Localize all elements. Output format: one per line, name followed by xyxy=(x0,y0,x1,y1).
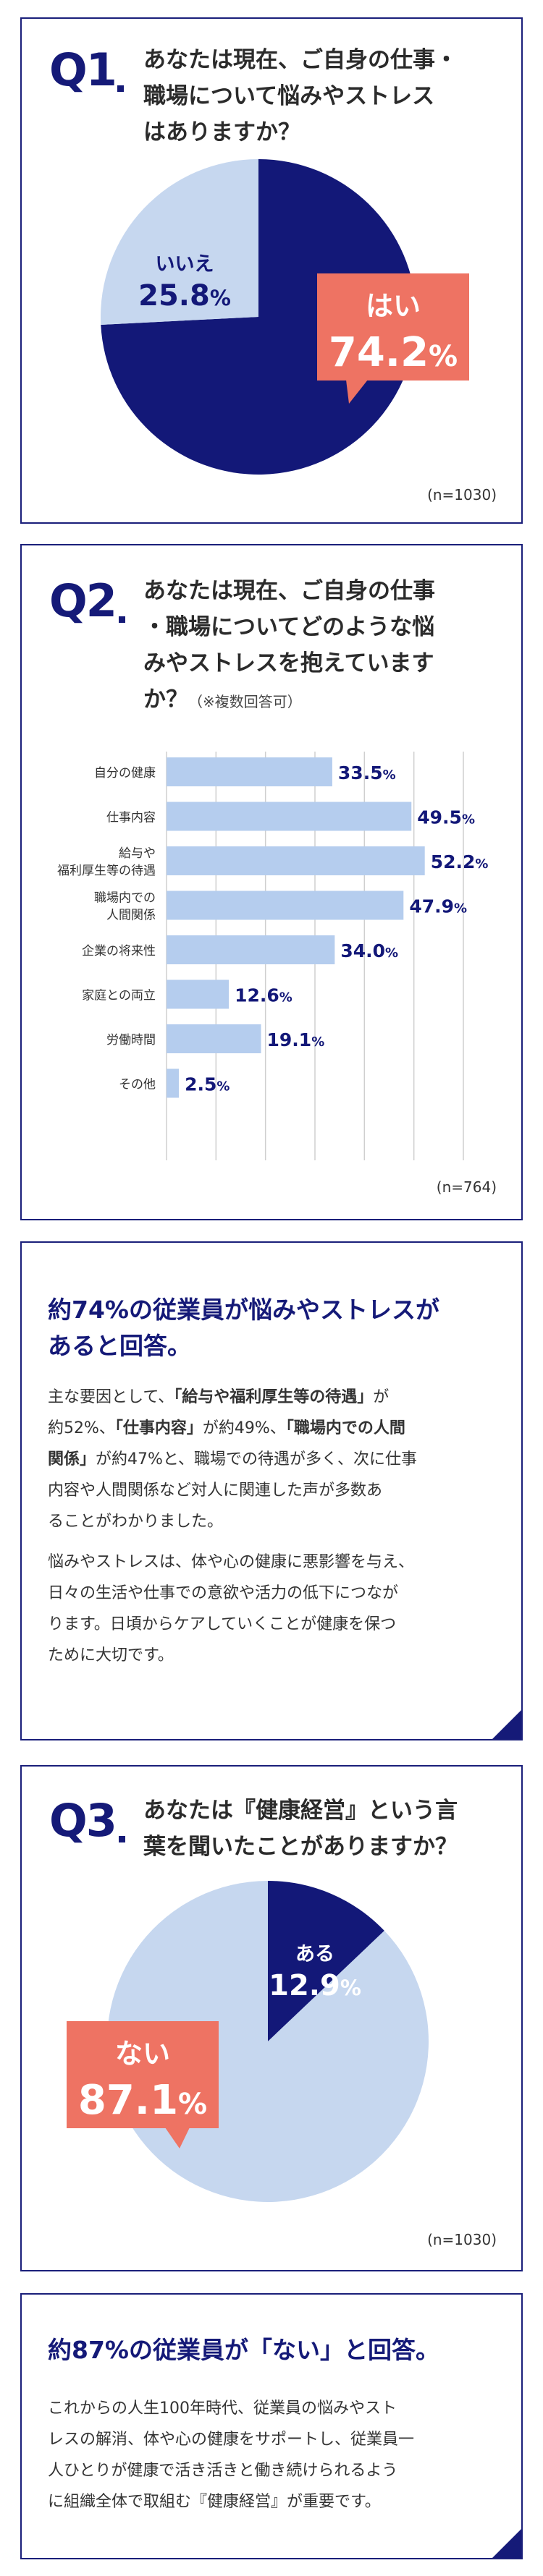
q2-bar-chart: 自分の健康 33.5% 仕事内容 49.5% 給与や福利厚生等の待遇 52.2% 職場内での… xyxy=(57,752,489,1160)
value-label: 34.0% xyxy=(340,940,398,961)
q2-note: （※複数回答可） xyxy=(188,693,302,710)
value-label: 33.5% xyxy=(338,762,396,783)
value-label: 2.5% xyxy=(185,1074,230,1095)
q1-number-dot xyxy=(117,85,124,92)
pie-value-0: 12.9% xyxy=(269,1969,361,2002)
pie-value-1: 87.1% xyxy=(78,2077,207,2124)
q2-sample-size: (n=764) xyxy=(436,1178,497,1196)
q1-sample-size: (n=1030) xyxy=(427,486,497,503)
pie-label-1: いいえ xyxy=(156,253,214,276)
q1-card: Q1 あなたは現在、ご自身の仕事・ 職場について悩みやストレス はありますか？ … xyxy=(20,17,523,524)
q3-question: あなたは『健康経営』という言 葉を聞いたことがありますか？ xyxy=(143,1798,458,1860)
q2-question-last: か？ xyxy=(143,686,188,713)
bar xyxy=(167,802,412,831)
summary1-card: 約74%の従業員が悩みやストレスが あると回答。 主な要因として、「給与や福利厚… xyxy=(20,1241,523,1740)
bar xyxy=(167,935,335,964)
pie-label-0: はい xyxy=(366,290,421,322)
summary2-card: 約87%の従業員が「ない」と回答。 これからの人生100年時代、従業員の悩みやス… xyxy=(20,2293,523,2559)
pie-value-0: 74.2% xyxy=(329,329,458,376)
category-label: 仕事内容 xyxy=(106,811,156,825)
summary1-paragraph-1: 主な要因として、「給与や福利厚生等の待遇」が 約52%、「仕事内容」が約49%、「… xyxy=(48,1388,418,1531)
value-label: 19.1% xyxy=(267,1029,325,1050)
q3-pie-chart: ある 12.9% ない 87.1% xyxy=(67,1881,429,2202)
category-label: 職場内での人間関係 xyxy=(94,891,156,923)
category-label: 企業の将来性 xyxy=(82,944,156,958)
q2-number-dot xyxy=(119,616,125,623)
q1-question: あなたは現在、ご自身の仕事・ 職場について悩みやストレス はありますか？ xyxy=(143,47,458,145)
bar xyxy=(167,979,230,1009)
summary1-paragraph-2: 悩みやストレスは、体や心の健康に悪影響を与え、 日々の生活や仕事での意欲や活力の… xyxy=(48,1553,415,1665)
category-label: 家庭との両立 xyxy=(82,989,156,1003)
callout-tail xyxy=(346,380,368,404)
category-label: 給与や福利厚生等の待遇 xyxy=(57,846,156,878)
category-label: 労働時間 xyxy=(106,1033,156,1047)
pie-label-1: ない xyxy=(115,2038,170,2070)
summary2-paragraph: これからの人生100年時代、従業員の悩みやスト レスの解消、体や心の健康をサポー… xyxy=(48,2399,415,2511)
pie-value-1: 25.8% xyxy=(138,279,231,313)
value-label: 47.9% xyxy=(409,896,467,917)
bar xyxy=(167,846,425,875)
q3-number-dot xyxy=(119,1836,125,1842)
q2-question: あなたは現在、ご自身の仕事 ・職場についてどのような悩 みやストレスを抱えていま… xyxy=(143,578,435,713)
callout-tail xyxy=(165,2127,190,2148)
pie-label-0: ある xyxy=(295,1943,334,1965)
q2-number: Q2 xyxy=(49,574,117,627)
pie-slice-1 xyxy=(101,159,258,325)
category-label: その他 xyxy=(119,1078,156,1092)
q1-pie-chart: いいえ 25.8% はい 74.2% xyxy=(101,159,469,475)
summary1-headline: 約74%の従業員が悩みやストレスが あると回答。 xyxy=(48,1296,439,1360)
value-label: 49.5% xyxy=(417,807,475,828)
q1-number: Q1 xyxy=(49,43,117,96)
pie-slice-0 xyxy=(268,1881,384,2041)
q2-card: Q2 あなたは現在、ご自身の仕事 ・職場についてどのような悩 みやストレスを抱え… xyxy=(20,544,523,1220)
bar xyxy=(167,890,404,920)
q3-sample-size: (n=1030) xyxy=(427,2231,497,2248)
value-label: 52.2% xyxy=(431,851,489,872)
pie-slice-0 xyxy=(101,159,416,475)
bar xyxy=(167,1068,180,1098)
bar xyxy=(167,1024,261,1053)
callout-bubble xyxy=(67,2021,219,2128)
summary2-headline: 約87%の従業員が「ない」と回答。 xyxy=(48,2336,439,2364)
category-label: 自分の健康 xyxy=(94,766,156,781)
q3-card: Q3 あなたは『健康経営』という言 葉を聞いたことがありますか？ ある 12.9%… xyxy=(20,1765,523,2271)
bar xyxy=(167,757,332,786)
q3-number: Q3 xyxy=(49,1794,117,1847)
corner-triangle xyxy=(492,2529,521,2558)
value-label: 12.6% xyxy=(235,985,292,1006)
corner-triangle xyxy=(492,1710,521,1739)
callout-bubble xyxy=(317,273,469,381)
